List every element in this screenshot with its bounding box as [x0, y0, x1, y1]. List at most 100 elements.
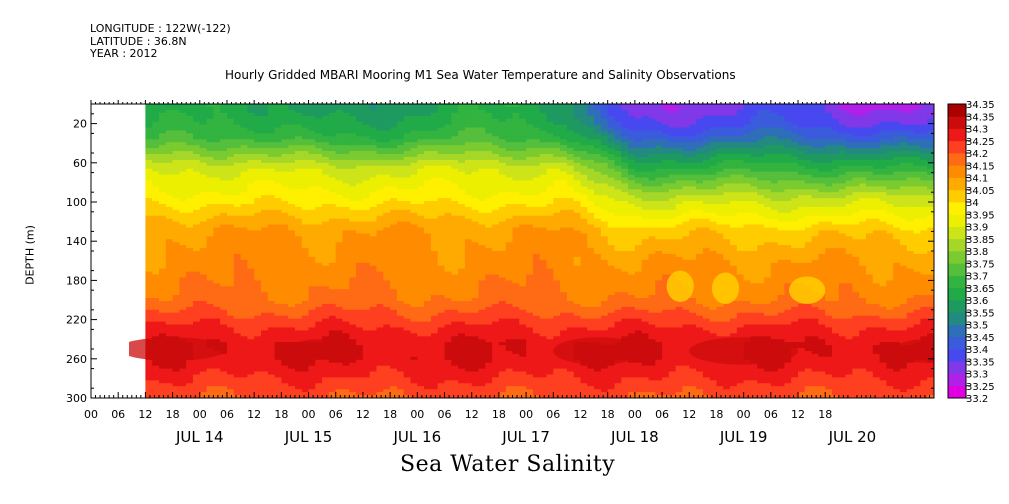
heat-cell: [240, 233, 248, 237]
heat-cell: [328, 148, 337, 152]
heat-cell: [458, 256, 466, 261]
heat-cell: [335, 298, 344, 302]
heat-cell: [369, 139, 378, 143]
heat-cell: [315, 198, 323, 202]
heat-cell: [186, 189, 194, 193]
heat-cell: [396, 374, 405, 378]
heat-cell: [362, 318, 371, 323]
heat-cell: [478, 115, 486, 120]
heat-cell: [145, 156, 153, 161]
heat-cell: [478, 353, 486, 358]
heat-cell: [199, 104, 208, 108]
heat-cell: [254, 371, 262, 375]
heat-cell: [451, 253, 459, 258]
heat-cell: [458, 221, 466, 226]
heat-cell: [390, 336, 398, 340]
heat-cell: [233, 289, 242, 293]
heat-cell: [342, 106, 350, 111]
heat-cell: [328, 371, 337, 375]
heat-cell: [328, 283, 337, 287]
heat-cell: [410, 362, 418, 367]
heat-cell: [451, 145, 459, 149]
heat-cell: [396, 151, 405, 155]
heat-cell: [267, 265, 276, 270]
heat-cell: [430, 351, 439, 355]
heat-cell: [165, 239, 174, 243]
heat-cell: [233, 365, 242, 370]
heat-cell: [451, 383, 459, 387]
heat-cell: [301, 174, 310, 179]
heat-cell: [274, 292, 282, 296]
heat-cell: [213, 318, 221, 323]
heat-cell: [349, 262, 357, 267]
heat-cell: [396, 292, 405, 296]
heat-cell: [383, 312, 391, 317]
heat-cell: [186, 136, 194, 140]
heat-cell: [227, 127, 235, 131]
heat-cell: [478, 230, 486, 234]
heat-cell: [267, 280, 276, 284]
heat-cell: [308, 145, 316, 149]
heat-cell: [213, 239, 221, 243]
heat-cell: [186, 312, 194, 317]
heat-cell: [396, 321, 405, 326]
heat-cell: [478, 142, 486, 146]
heat-cell: [247, 292, 255, 296]
heat-cell: [458, 118, 466, 123]
heat-cell: [165, 118, 174, 123]
heat-cell: [478, 221, 486, 226]
heat-cell: [179, 386, 187, 390]
heat-cell: [444, 330, 452, 334]
heat-cell: [179, 236, 187, 240]
heat-cell: [274, 198, 282, 202]
heat-cell: [152, 362, 160, 367]
heat-cell: [240, 171, 248, 176]
heat-cell: [308, 321, 316, 326]
heat-cell: [240, 186, 248, 190]
heat-cell: [220, 256, 228, 261]
heat-cell: [186, 154, 194, 158]
heat-cell: [417, 168, 425, 173]
heat-cell: [464, 109, 473, 114]
heat-cell: [342, 204, 350, 208]
heat-cell: [478, 268, 486, 273]
heat-cell: [199, 127, 208, 131]
heat-cell: [376, 353, 384, 358]
heat-cell: [444, 233, 452, 237]
heat-cell: [349, 130, 357, 134]
heat-cell: [410, 112, 418, 117]
heat-cell: [410, 265, 418, 270]
heat-cell: [478, 295, 486, 299]
heat-cell: [417, 112, 425, 117]
heat-cell: [247, 130, 255, 134]
heat-cell: [254, 330, 262, 334]
heat-cell: [199, 174, 208, 179]
heat-cell: [267, 383, 276, 387]
heat-cell: [328, 303, 337, 308]
heat-cell: [220, 106, 228, 111]
heat-cell: [186, 268, 194, 273]
heat-cell: [464, 156, 473, 161]
heat-cell: [328, 327, 337, 331]
heat-cell: [179, 109, 187, 114]
heat-cell: [349, 245, 357, 249]
heat-cell: [369, 386, 378, 390]
heat-cell: [410, 245, 418, 249]
heat-cell: [315, 230, 323, 234]
heat-cell: [417, 218, 425, 223]
heat-cell: [430, 109, 439, 114]
heat-cell: [471, 386, 480, 390]
heat-cell: [254, 383, 262, 387]
heat-cell: [267, 165, 276, 170]
heat-cell: [430, 309, 439, 314]
heat-cell: [267, 233, 276, 237]
heat-cell: [417, 115, 425, 120]
heat-cell: [403, 165, 412, 170]
heat-cell: [424, 324, 432, 328]
heat-cell: [471, 183, 480, 187]
heat-cell: [322, 189, 330, 193]
heat-cell: [159, 224, 167, 228]
heat-cell: [471, 236, 480, 240]
heat-cell: [199, 365, 208, 370]
heat-cell: [274, 212, 282, 217]
